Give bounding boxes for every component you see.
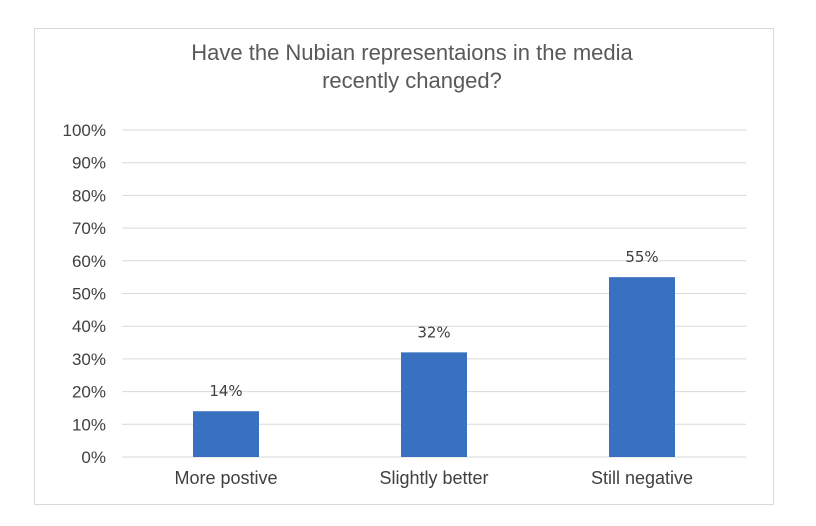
- chart-title-line-1: Have the Nubian representaions in the me…: [191, 40, 633, 65]
- bars: [193, 277, 675, 457]
- y-tick-label: 90%: [72, 154, 106, 173]
- y-axis-ticks: 0% 10% 20% 30% 40% 50% 60% 70% 80% 90% 100%: [63, 121, 106, 467]
- data-label: 55%: [625, 248, 658, 266]
- data-label: 14%: [209, 382, 242, 400]
- y-tick-label: 100%: [63, 121, 106, 140]
- chart-title-line-2: recently changed?: [322, 68, 502, 93]
- x-tick-label: More postive: [174, 468, 277, 488]
- data-label: 32%: [417, 323, 450, 341]
- y-tick-label: 60%: [72, 252, 106, 271]
- bar: [193, 411, 259, 457]
- y-tick-label: 10%: [72, 415, 106, 434]
- x-tick-label: Slightly better: [379, 468, 488, 488]
- bar: [609, 277, 675, 457]
- bar: [401, 352, 467, 457]
- y-tick-label: 50%: [72, 285, 106, 304]
- data-labels: 14% 32% 55%: [209, 248, 658, 400]
- y-tick-label: 40%: [72, 317, 106, 336]
- y-tick-label: 70%: [72, 219, 106, 238]
- chart-title: Have the Nubian representaions in the me…: [191, 40, 633, 93]
- y-tick-label: 0%: [81, 448, 106, 467]
- x-tick-label: Still negative: [591, 468, 693, 488]
- x-axis-ticks: More postive Slightly better Still negativ…: [174, 468, 693, 488]
- y-tick-label: 30%: [72, 350, 106, 369]
- y-tick-label: 80%: [72, 186, 106, 205]
- y-tick-label: 20%: [72, 383, 106, 402]
